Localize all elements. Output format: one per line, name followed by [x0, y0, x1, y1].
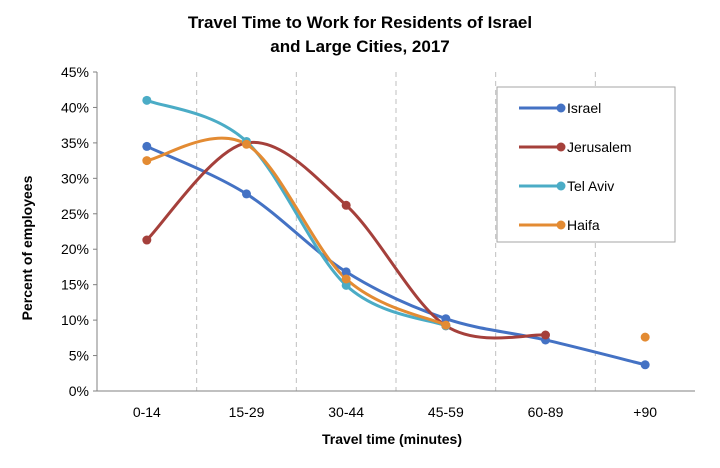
- y-tick-label: 30%: [61, 170, 89, 186]
- y-tick-label: 35%: [61, 135, 89, 151]
- data-point-haifa: [142, 156, 152, 166]
- x-tick-label: 60-89: [528, 404, 564, 420]
- x-tick-label: 45-59: [428, 404, 464, 420]
- x-tick-label: 15-29: [229, 404, 265, 420]
- data-point-haifa: [242, 139, 251, 149]
- y-tick-label: 25%: [61, 206, 89, 222]
- data-point-israel: [341, 267, 351, 277]
- data-point-israel: [242, 189, 251, 199]
- y-tick-label: 10%: [61, 312, 89, 328]
- legend-label-haifa: Haifa: [567, 217, 600, 233]
- data-point-haifa: [640, 332, 650, 342]
- x-tick-label: 0-14: [133, 404, 161, 420]
- x-axis-label: Travel time (minutes): [322, 431, 462, 447]
- legend-label-israel: Israel: [567, 100, 601, 116]
- y-tick-label: 5%: [69, 348, 89, 364]
- legend-swatch-marker-israel: [556, 103, 566, 113]
- y-tick-label: 20%: [61, 241, 89, 257]
- legend-label-tel-aviv: Tel Aviv: [567, 178, 614, 194]
- x-tick-label: +90: [633, 404, 657, 420]
- data-point-tel-aviv: [341, 280, 351, 290]
- data-point-tel-aviv: [142, 95, 152, 105]
- data-point-jerusalem: [341, 200, 351, 210]
- data-point-haifa: [441, 320, 451, 330]
- data-point-haifa: [341, 274, 351, 284]
- y-tick-label: 40%: [61, 99, 89, 115]
- series-line-tel-aviv: [145, 98, 448, 328]
- legend-swatch-marker-haifa: [556, 220, 566, 230]
- y-tick-label: 15%: [61, 277, 89, 293]
- legend: Israel Jerusalem Tel Aviv Haifa: [496, 86, 676, 243]
- legend-label-jerusalem: Jerusalem: [567, 139, 632, 155]
- x-tick-label: 30-44: [328, 404, 364, 420]
- data-point-jerusalem: [142, 235, 152, 245]
- y-axis-label: Percent of employees: [19, 175, 35, 320]
- y-tick-label: 45%: [61, 64, 89, 80]
- data-point-israel: [142, 141, 152, 151]
- series-line-haifa: [145, 136, 448, 327]
- chart-title-line2: and Large Cities, 2017: [270, 37, 450, 56]
- series-markers: [142, 95, 650, 370]
- chart-title-line1: Travel Time to Work for Residents of Isr…: [188, 13, 532, 32]
- data-point-jerusalem: [541, 330, 550, 340]
- legend-box: [496, 86, 676, 243]
- legend-swatch-marker-tel-aviv: [556, 181, 566, 191]
- y-tick-label: 0%: [69, 383, 89, 399]
- axes: 0% 5% 10% 15% 20% 25% 30% 35% 40% 45% 0-14 15-29 30-…: [61, 64, 695, 420]
- data-point-israel: [441, 314, 451, 324]
- legend-swatch-marker-jerusalem: [556, 142, 566, 152]
- series-line-israel: [145, 144, 647, 367]
- data-point-israel: [640, 360, 650, 370]
